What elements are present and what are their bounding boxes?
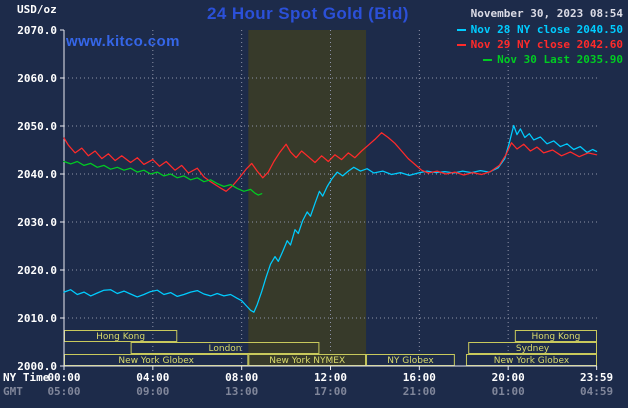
session-box xyxy=(130,342,320,354)
session-box xyxy=(514,330,597,342)
price-line-nov30 xyxy=(63,160,263,196)
chart-title: 24 Hour Spot Gold (Bid) xyxy=(207,4,409,23)
x-tick-label-gmt: 13:00 xyxy=(225,385,258,398)
x-tick-label-gmt: 04:59 xyxy=(580,385,613,398)
units-label: USD/oz xyxy=(17,3,57,16)
session-label: Hong Kong xyxy=(96,332,145,342)
y-tick-label: 2020.0 xyxy=(17,264,57,277)
y-tick-label: 2040.0 xyxy=(17,168,57,181)
x-tick-label-gmt: 09:00 xyxy=(136,385,169,398)
x-tick-label-ny: 16:00 xyxy=(403,371,436,384)
price-line-nov28 xyxy=(63,124,598,313)
legend-item-nov28: Nov 28 NY close 2040.50 xyxy=(456,23,623,36)
y-tick-label: 2010.0 xyxy=(17,312,57,325)
x-tick-label-ny: 04:00 xyxy=(136,371,169,384)
session-label: Hong Kong xyxy=(531,332,580,342)
session-label: New York Globex xyxy=(494,356,570,366)
legend-label-nov28: Nov 28 NY close 2040.50 xyxy=(470,23,623,36)
legend-item-nov29: Nov 29 NY close 2042.60 xyxy=(456,38,623,51)
nov28-line-swatch xyxy=(456,28,466,31)
legend-label-nov29: Nov 29 NY close 2042.60 xyxy=(470,38,623,51)
x-tick-label-gmt: 01:00 xyxy=(492,385,525,398)
x-tick-label-ny: 23:59 xyxy=(580,371,613,384)
session-box xyxy=(468,342,598,354)
y-tick-label: 2060.0 xyxy=(17,72,57,85)
kitco-link[interactable]: www.kitco.com xyxy=(66,33,180,50)
gmt-axis-label: GMT xyxy=(3,385,23,398)
x-tick-label-ny: 20:00 xyxy=(492,371,525,384)
ny-time-axis-label: NY Time xyxy=(3,371,50,384)
session-label: New York NYMEX xyxy=(269,356,345,366)
y-tick-label: 2070.0 xyxy=(17,24,57,37)
session-label: New York Globex xyxy=(118,356,194,366)
nov29-line-swatch xyxy=(456,43,466,46)
x-tick-label-ny: 00:00 xyxy=(47,371,80,384)
legend-item-nov30: Nov 30 Last 2035.90 xyxy=(483,53,623,66)
session-label: NY Globex xyxy=(387,356,434,366)
y-tick-label: 2000.0 xyxy=(17,360,57,373)
session-label: London xyxy=(209,344,242,354)
x-tick-label-gmt: 17:00 xyxy=(314,385,347,398)
x-tick-label-ny: 08:00 xyxy=(225,371,258,384)
nov30-line-swatch xyxy=(483,58,493,61)
y-tick-label: 2050.0 xyxy=(17,120,57,133)
x-tick-label-gmt: 05:00 xyxy=(47,385,80,398)
legend: Nov 28 NY close 2040.50 Nov 29 NY close … xyxy=(456,23,623,66)
nymex-session-band xyxy=(248,30,367,366)
price-line-nov29 xyxy=(63,132,598,192)
datetime-label: November 30, 2023 08:54 xyxy=(470,7,623,20)
session-label: Sydney xyxy=(516,344,550,354)
x-tick-label-gmt: 21:00 xyxy=(403,385,436,398)
legend-label-nov30: Nov 30 Last 2035.90 xyxy=(497,53,623,66)
y-tick-label: 2030.0 xyxy=(17,216,57,229)
x-tick-label-ny: 12:00 xyxy=(314,371,347,384)
